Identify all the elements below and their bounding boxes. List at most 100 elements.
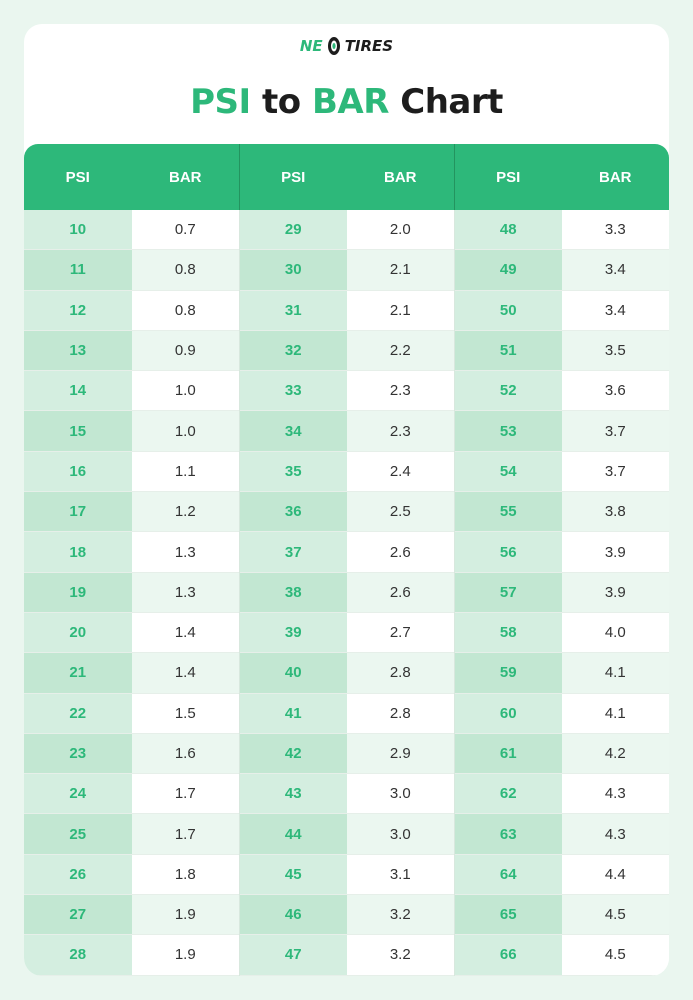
psi-column: 48 49 50 51 52 53 54 55 56 57 58 59 60 61 62 63 64 65 66 bbox=[454, 210, 562, 976]
bar-cell: 3.9 bbox=[561, 532, 669, 573]
psi-cell: 54 bbox=[455, 451, 562, 493]
bar-cell: 1.7 bbox=[131, 774, 239, 815]
psi-column: 29 30 31 32 33 34 35 36 37 38 39 40 41 42 43 44 45 46 47 bbox=[239, 210, 347, 976]
bar-cell: 1.4 bbox=[131, 612, 239, 654]
bar-cell: 0.8 bbox=[131, 250, 239, 291]
psi-cell: 25 bbox=[24, 814, 132, 855]
tire-icon bbox=[327, 37, 340, 55]
bar-cell: 3.0 bbox=[346, 814, 454, 855]
psi-cell: 53 bbox=[455, 411, 562, 452]
bar-cell: 1.0 bbox=[131, 371, 239, 412]
header-bar: BAR bbox=[384, 168, 417, 186]
table-body: 10 11 12 13 14 15 16 17 18 19 20 21 22 23 24 25 26 27 28 0.… bbox=[24, 210, 669, 976]
psi-cell: 12 bbox=[24, 290, 132, 331]
psi-cell: 31 bbox=[240, 290, 347, 331]
bar-cell: 3.4 bbox=[561, 250, 669, 291]
psi-cell: 29 bbox=[240, 210, 347, 251]
bar-cell: 1.5 bbox=[131, 693, 239, 734]
bar-cell: 2.3 bbox=[346, 371, 454, 412]
bar-cell: 4.0 bbox=[561, 612, 669, 654]
bar-cell: 1.4 bbox=[131, 653, 239, 694]
psi-cell: 48 bbox=[455, 210, 562, 251]
bar-cell: 4.1 bbox=[561, 653, 669, 694]
title-to: to bbox=[262, 82, 301, 122]
bar-cell: 0.8 bbox=[131, 290, 239, 331]
psi-cell: 34 bbox=[240, 411, 347, 452]
title-bar: BAR bbox=[311, 82, 389, 122]
page-title: PSI to BAR Chart bbox=[24, 82, 669, 122]
bar-cell: 2.1 bbox=[346, 250, 454, 291]
psi-cell: 13 bbox=[24, 330, 132, 372]
psi-cell: 60 bbox=[455, 693, 562, 734]
psi-cell: 38 bbox=[240, 572, 347, 613]
bar-cell: 4.4 bbox=[561, 854, 669, 896]
psi-cell: 45 bbox=[240, 854, 347, 896]
bar-cell: 2.9 bbox=[346, 733, 454, 775]
psi-cell: 49 bbox=[455, 250, 562, 291]
bar-cell: 1.9 bbox=[131, 895, 239, 936]
bar-cell: 2.6 bbox=[346, 532, 454, 573]
psi-cell: 58 bbox=[455, 612, 562, 654]
bar-cell: 3.5 bbox=[561, 330, 669, 372]
bar-cell: 3.9 bbox=[561, 572, 669, 613]
bar-cell: 1.3 bbox=[131, 532, 239, 573]
logo-ne: NE bbox=[299, 37, 323, 55]
conversion-table: PSI BAR PSI BAR PSI BAR 10 11 12 13 14 15 16 17… bbox=[24, 144, 669, 976]
psi-cell: 18 bbox=[24, 532, 132, 573]
bar-cell: 3.7 bbox=[561, 411, 669, 452]
psi-cell: 14 bbox=[24, 371, 132, 412]
bar-column: 0.7 0.8 0.8 0.9 1.0 1.0 1.1 1.2 1.3 1.3 1.4 1.4 1.5 1… bbox=[131, 210, 239, 976]
bar-cell: 3.3 bbox=[561, 210, 669, 251]
bar-cell: 3.2 bbox=[346, 935, 454, 976]
psi-cell: 44 bbox=[240, 814, 347, 855]
bar-cell: 3.1 bbox=[346, 854, 454, 896]
bar-cell: 4.1 bbox=[561, 693, 669, 734]
title-psi: PSI bbox=[190, 82, 251, 122]
psi-column: 10 11 12 13 14 15 16 17 18 19 20 21 22 23 24 25 26 27 28 bbox=[24, 210, 132, 976]
psi-cell: 65 bbox=[455, 895, 562, 936]
psi-cell: 21 bbox=[24, 653, 132, 694]
bar-cell: 3.7 bbox=[561, 451, 669, 493]
psi-cell: 26 bbox=[24, 854, 132, 896]
psi-cell: 36 bbox=[240, 492, 347, 533]
psi-cell: 46 bbox=[240, 895, 347, 936]
bar-cell: 2.2 bbox=[346, 330, 454, 372]
bar-cell: 3.6 bbox=[561, 371, 669, 412]
bar-cell: 1.1 bbox=[131, 451, 239, 493]
psi-cell: 35 bbox=[240, 451, 347, 493]
bar-column: 3.3 3.4 3.4 3.5 3.6 3.7 3.7 3.8 3.9 3.9 4.0 4.1 4.1 4… bbox=[561, 210, 669, 976]
bar-cell: 3.2 bbox=[346, 895, 454, 936]
psi-cell: 20 bbox=[24, 612, 132, 654]
psi-cell: 19 bbox=[24, 572, 132, 613]
bar-cell: 0.7 bbox=[131, 210, 239, 251]
psi-cell: 23 bbox=[24, 733, 132, 775]
bar-cell: 2.4 bbox=[346, 451, 454, 493]
psi-cell: 66 bbox=[455, 935, 562, 976]
bar-cell: 0.9 bbox=[131, 330, 239, 372]
psi-cell: 33 bbox=[240, 371, 347, 412]
psi-cell: 51 bbox=[455, 330, 562, 372]
psi-cell: 50 bbox=[455, 290, 562, 331]
title-chart: Chart bbox=[400, 82, 503, 122]
bar-cell: 4.3 bbox=[561, 774, 669, 815]
psi-cell: 15 bbox=[24, 411, 132, 452]
bar-cell: 3.8 bbox=[561, 492, 669, 533]
bar-cell: 2.8 bbox=[346, 653, 454, 694]
psi-cell: 37 bbox=[240, 532, 347, 573]
psi-cell: 39 bbox=[240, 612, 347, 654]
bar-cell: 1.7 bbox=[131, 814, 239, 855]
header-bar: BAR bbox=[599, 168, 632, 186]
bar-cell: 2.0 bbox=[346, 210, 454, 251]
header-psi: PSI bbox=[239, 144, 347, 210]
psi-cell: 55 bbox=[455, 492, 562, 533]
psi-cell: 16 bbox=[24, 451, 132, 493]
bar-cell: 4.2 bbox=[561, 733, 669, 775]
psi-cell: 42 bbox=[240, 733, 347, 775]
bar-cell: 1.8 bbox=[131, 854, 239, 896]
psi-cell: 47 bbox=[240, 935, 347, 976]
bar-cell: 4.3 bbox=[561, 814, 669, 855]
bar-column: 2.0 2.1 2.1 2.2 2.3 2.3 2.4 2.5 2.6 2.6 2.7 2.8 2.8 2… bbox=[346, 210, 454, 976]
psi-cell: 27 bbox=[24, 895, 132, 936]
bar-cell: 2.8 bbox=[346, 693, 454, 734]
psi-cell: 52 bbox=[455, 371, 562, 412]
